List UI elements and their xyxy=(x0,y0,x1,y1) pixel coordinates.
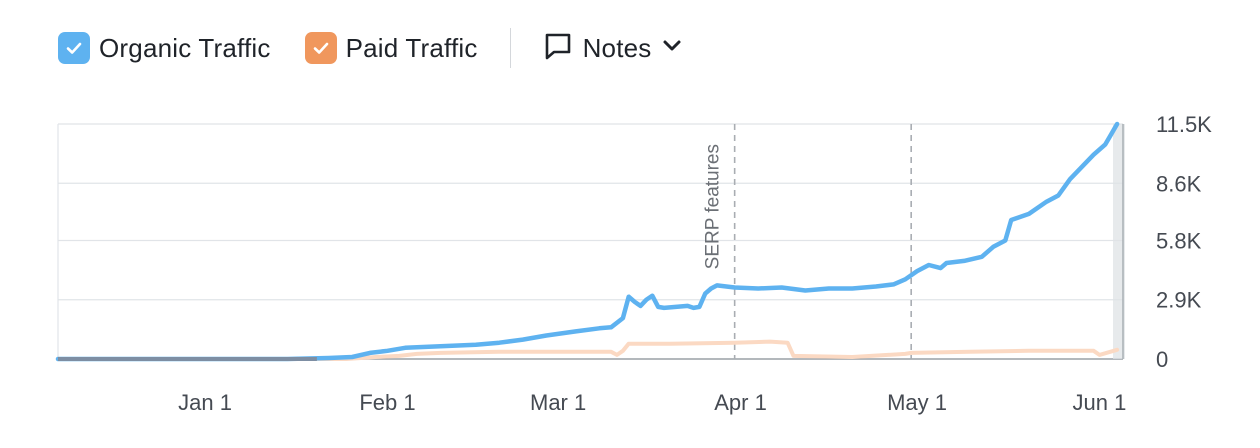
annotation-label: SERP features xyxy=(703,144,724,269)
y-axis-ticks: 0 2.9K 5.8K 8.6K 11.5K xyxy=(1156,112,1212,372)
notes-dropdown-button[interactable]: Notes xyxy=(543,31,682,66)
y-tick-label: 8.6K xyxy=(1156,171,1202,196)
x-axis-ticks: Jan 1 Feb 1 Mar 1 Apr 1 May 1 Jun 1 xyxy=(178,390,1126,415)
chevron-down-icon xyxy=(662,39,682,58)
y-tick-label: 0 xyxy=(1156,347,1168,372)
y-tick-label: 11.5K xyxy=(1156,112,1212,137)
legend-divider xyxy=(509,28,511,68)
chart-legend: Organic Traffic Paid Traffic Notes xyxy=(58,28,682,68)
check-icon[interactable] xyxy=(304,32,337,64)
notes-label: Notes xyxy=(582,32,652,63)
x-tick-label: May 1 xyxy=(887,390,947,415)
x-tick-label: Jan 1 xyxy=(178,390,232,415)
x-tick-label: Apr 1 xyxy=(714,390,767,415)
speech-bubble-icon xyxy=(543,31,573,66)
paid-traffic-line xyxy=(56,339,1120,361)
check-icon[interactable] xyxy=(58,32,90,64)
chart-series xyxy=(55,121,1120,362)
hover-highlight-band xyxy=(1113,124,1125,359)
legend-paid-label: Paid Traffic xyxy=(345,32,478,63)
legend-organic-label: Organic Traffic xyxy=(99,32,271,63)
x-tick-label: Mar 1 xyxy=(530,390,586,415)
x-tick-label: Jun 1 xyxy=(1073,390,1127,415)
chart-annotations: SERP features xyxy=(703,124,912,359)
y-tick-label: 2.9K xyxy=(1156,288,1202,313)
x-tick-label: Feb 1 xyxy=(359,390,415,415)
legend-organic-traffic[interactable]: Organic Traffic xyxy=(58,32,271,64)
chart-grid xyxy=(57,123,1123,360)
y-tick-label: 5.8K xyxy=(1156,228,1202,253)
legend-paid-traffic[interactable]: Paid Traffic xyxy=(304,32,478,64)
organic-traffic-line xyxy=(55,121,1120,362)
